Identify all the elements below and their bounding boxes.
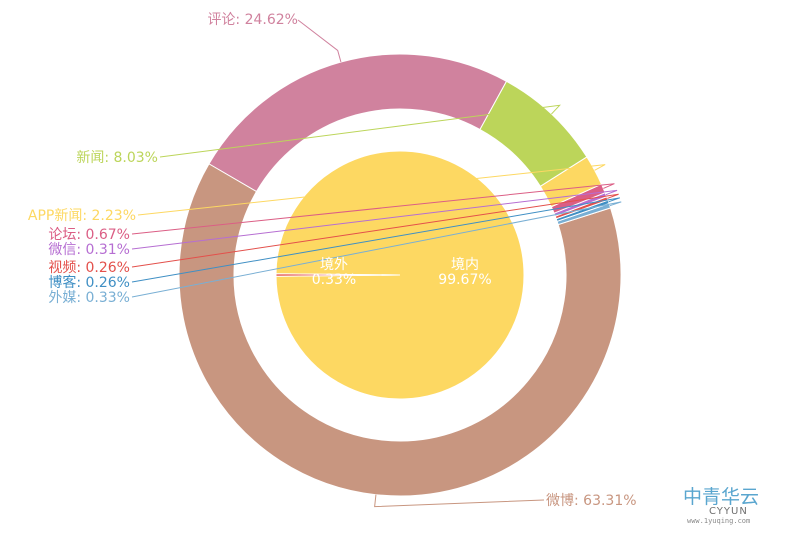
watermark-url: www.1yuqing.com	[687, 517, 750, 525]
slice-labels: 评论: 24.62% 微博: 63.31% 外媒: 0.33%博客: 0.26%视频…	[28, 12, 637, 509]
label-leader-lines	[131, 19, 622, 508]
inner-label-percent: 0.33%	[312, 272, 356, 288]
slice-label: 视频: 0.26%	[48, 260, 130, 276]
inner-label-name: 境内	[451, 257, 479, 273]
slice-label: 博客: 0.26%	[48, 274, 130, 291]
slice-label: APP新闻: 2.23%	[28, 208, 136, 224]
leader-line	[297, 19, 342, 63]
leader-line	[374, 494, 545, 508]
inner-label-percent: 99.67%	[438, 272, 491, 288]
leader-line	[131, 201, 622, 298]
inner-label-name: 境外	[320, 257, 348, 273]
inner-slice-overseas[interactable]	[275, 273, 401, 277]
slice-label: 微博: 63.31%	[546, 492, 637, 509]
leader-line	[131, 189, 618, 250]
ring-slice-8[interactable]	[479, 80, 588, 187]
slice-label: 论坛: 0.67%	[48, 227, 130, 243]
watermark-brand-en: CYYUN	[709, 506, 748, 517]
slice-label: 外媒: 0.33%	[48, 290, 130, 306]
watermark-brand-cn: 中青华云	[683, 486, 759, 508]
slice-label: 微信: 0.31%	[48, 242, 130, 258]
watermark: 中青华云 CYYUN www.1yuqing.com	[683, 486, 759, 525]
leader-line	[131, 197, 621, 283]
slice-label: 新闻: 8.03%	[76, 150, 158, 166]
leader-line	[131, 183, 615, 235]
leader-line	[137, 164, 606, 216]
slice-label: 评论: 24.62%	[207, 12, 298, 28]
ring-slice-1[interactable]	[178, 163, 622, 497]
leader-line	[159, 104, 561, 158]
leader-line	[131, 193, 619, 268]
